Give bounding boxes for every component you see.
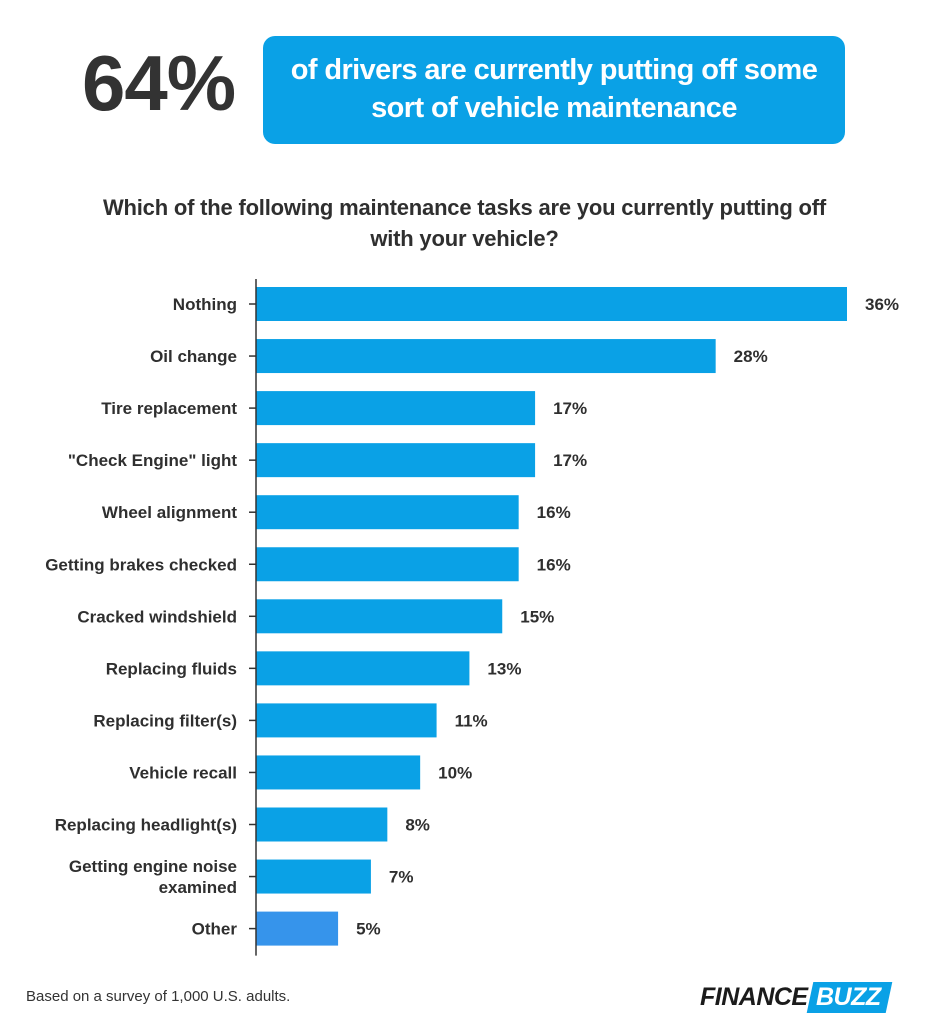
- value-label-12: 5%: [356, 920, 381, 939]
- headline-statement-box: of drivers are currently putting off som…: [263, 36, 845, 144]
- value-label-0: 36%: [865, 295, 899, 314]
- value-label-7: 13%: [487, 659, 521, 678]
- headline-statement-line2: sort of vehicle maintenance: [371, 92, 737, 124]
- value-label-3: 17%: [553, 451, 587, 470]
- value-label-5: 16%: [537, 555, 571, 574]
- category-label-11-1: examined: [159, 878, 237, 897]
- bar-6: [256, 599, 503, 634]
- bar-0: [256, 287, 847, 321]
- category-label-3: "Check Engine" light: [68, 451, 237, 470]
- financebuzz-logo: FINANCE BUZZ: [700, 980, 892, 1014]
- value-label-1: 28%: [734, 347, 768, 366]
- category-label-12: Other: [192, 920, 238, 939]
- bar-10: [256, 807, 388, 842]
- value-label-4: 16%: [537, 503, 571, 522]
- bar-4: [256, 495, 519, 530]
- value-label-9: 10%: [438, 763, 472, 782]
- bar-12: [256, 911, 339, 946]
- category-label-8: Replacing filter(s): [93, 711, 237, 730]
- bar-2: [256, 391, 536, 426]
- headline-stat: 64%: [82, 39, 236, 127]
- bar-11: [256, 859, 371, 894]
- value-label-11: 7%: [389, 868, 414, 887]
- logo-buzz-text: BUZZ: [815, 982, 881, 1011]
- category-label-9: Vehicle recall: [129, 763, 237, 782]
- category-label-2: Tire replacement: [101, 399, 237, 418]
- bar-1: [256, 339, 716, 374]
- category-label-1: Oil change: [150, 347, 237, 366]
- chart-title-line2: with your vehicle?: [370, 226, 559, 252]
- category-label-11-0: Getting engine noise: [69, 857, 237, 876]
- chart-title-line1: Which of the following maintenance tasks…: [102, 195, 827, 220]
- bar-8: [256, 703, 437, 738]
- value-label-10: 8%: [405, 816, 430, 835]
- value-label-2: 17%: [553, 399, 587, 418]
- bar-7: [256, 651, 470, 686]
- bar-9: [256, 755, 421, 790]
- category-label-0: Nothing: [173, 295, 237, 314]
- category-label-7: Replacing fluids: [106, 659, 237, 678]
- bar-5: [256, 547, 519, 582]
- bar-3: [256, 443, 536, 478]
- value-label-6: 15%: [520, 607, 554, 626]
- logo-finance-text: FINANCE: [700, 982, 808, 1011]
- chart-title: Which of the following maintenance tasks…: [50, 192, 879, 254]
- survey-footnote: Based on a survey of 1,000 U.S. adults.: [26, 988, 291, 1005]
- category-label-10: Replacing headlight(s): [55, 816, 237, 835]
- headline-statement: of drivers are currently putting off som…: [291, 52, 818, 127]
- value-label-8: 11%: [455, 711, 488, 730]
- headline-statement-line1: of drivers are currently putting off som…: [290, 54, 818, 87]
- category-label-6: Cracked windshield: [77, 607, 237, 626]
- logo-buzz-badge: BUZZ: [806, 981, 892, 1013]
- category-label-4: Wheel alignment: [102, 503, 237, 522]
- category-label-5: Getting brakes checked: [45, 555, 237, 574]
